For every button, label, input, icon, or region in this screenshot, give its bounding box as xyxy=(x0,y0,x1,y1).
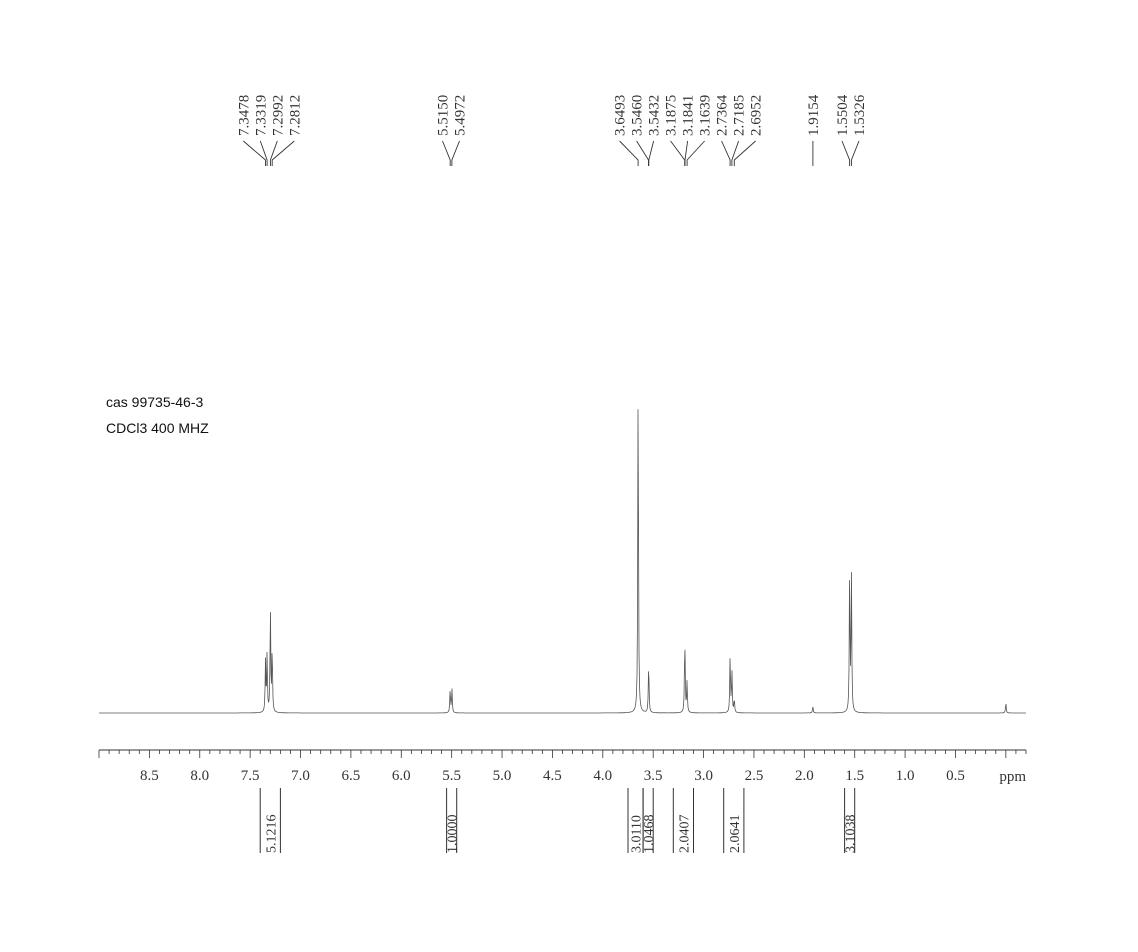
peak-label-connector xyxy=(243,140,266,166)
peak-label: 1.9154 xyxy=(806,94,822,136)
x-tick-label: 3.0 xyxy=(694,768,713,784)
peak-label: 3.5432 xyxy=(647,95,663,136)
peak-labels: 7.3478 7.3319 7.2992 7.2812 5.5150 5.4972 3.64… xyxy=(236,94,868,166)
x-tick-label: 0.5 xyxy=(946,768,965,784)
peak-label-connector xyxy=(269,140,278,166)
peak-label: 7.3319 xyxy=(253,95,269,136)
peak-label-connector xyxy=(731,140,740,166)
x-tick-label: 2.0 xyxy=(795,768,814,784)
x-tick-label: 3.5 xyxy=(644,768,663,784)
integral-value: 3.1038 xyxy=(844,815,859,854)
x-tick-label: 1.0 xyxy=(896,768,915,784)
peak-label-connector xyxy=(841,140,851,166)
x-axis: 8.5 8.0 7.5 7.0 6.5 6.0 5.5 5.0 4.5 4.0 3.5 3.0 2.5 2… xyxy=(98,749,1027,785)
peak-label: 3.5460 xyxy=(630,95,646,136)
peak-label: 7.2992 xyxy=(270,95,286,136)
integral-bracket xyxy=(844,788,856,853)
peak-label: 7.2812 xyxy=(287,95,303,136)
peak-label: 3.1841 xyxy=(681,95,697,136)
peak-label-connector xyxy=(442,140,451,166)
integral-bracket xyxy=(446,788,458,853)
integral-value: 1.0468 xyxy=(642,814,657,853)
peak-label: 3.1639 xyxy=(698,95,714,136)
x-tick-label: 6.0 xyxy=(392,768,411,784)
peak-label-connector xyxy=(619,140,639,166)
sample-info-solvent: CDCl3 400 MHZ xyxy=(106,420,209,436)
integral-value: 2.0407 xyxy=(677,814,692,853)
peak-label: 1.5326 xyxy=(852,94,868,136)
x-tick-label: 5.0 xyxy=(493,768,512,784)
integral-value: 3.0110 xyxy=(630,815,645,853)
peak-label-connector xyxy=(733,140,756,166)
peak-label-connector xyxy=(670,140,686,166)
peak-label-connector xyxy=(721,140,731,166)
peak-label: 2.6952 xyxy=(749,95,765,136)
peak-label-connector xyxy=(648,140,655,166)
x-tick-label: 4.0 xyxy=(593,768,612,784)
x-tick-label: 6.5 xyxy=(342,768,361,784)
integral-value: 2.0641 xyxy=(728,815,743,854)
x-axis-label: ppm xyxy=(999,769,1026,785)
x-tick-label: 4.5 xyxy=(543,768,562,784)
peak-label-connector xyxy=(451,140,460,166)
peak-label-connector xyxy=(271,140,295,166)
peak-label-connector xyxy=(686,140,705,166)
peak-label-connector xyxy=(850,140,860,166)
sample-info-cas: cas 99735-46-3 xyxy=(106,394,204,410)
x-tick-label: 2.5 xyxy=(745,768,764,784)
peak-label: 2.7185 xyxy=(732,95,748,136)
x-tick-label: 1.5 xyxy=(845,768,864,784)
integral-value: 5.1216 xyxy=(264,815,279,854)
x-tick-label: 8.0 xyxy=(190,768,209,784)
peak-label: 3.6493 xyxy=(613,95,629,136)
peak-label: 1.5504 xyxy=(835,94,851,136)
peak-label: 3.1875 xyxy=(664,95,680,136)
peak-label-connector xyxy=(259,140,268,166)
peak-label: 5.4972 xyxy=(453,95,469,136)
integral-value: 1.0000 xyxy=(446,815,461,854)
x-tick-label: 7.5 xyxy=(241,768,260,784)
integral-bracket xyxy=(672,788,694,853)
spectrum-layer xyxy=(99,409,1026,714)
integral-bracket xyxy=(259,788,281,853)
peak-label-connector xyxy=(684,140,689,166)
peak-label: 5.5150 xyxy=(436,95,452,136)
spectrum-trace xyxy=(99,409,1026,714)
x-tick-label: 8.5 xyxy=(140,768,159,784)
peak-label: 7.3478 xyxy=(236,95,252,136)
x-tick-label: 5.5 xyxy=(442,768,461,784)
peak-label: 2.7364 xyxy=(715,94,731,136)
integral-bracket xyxy=(723,788,745,853)
integral-bracket xyxy=(642,788,654,853)
x-tick-label: 7.0 xyxy=(291,768,310,784)
